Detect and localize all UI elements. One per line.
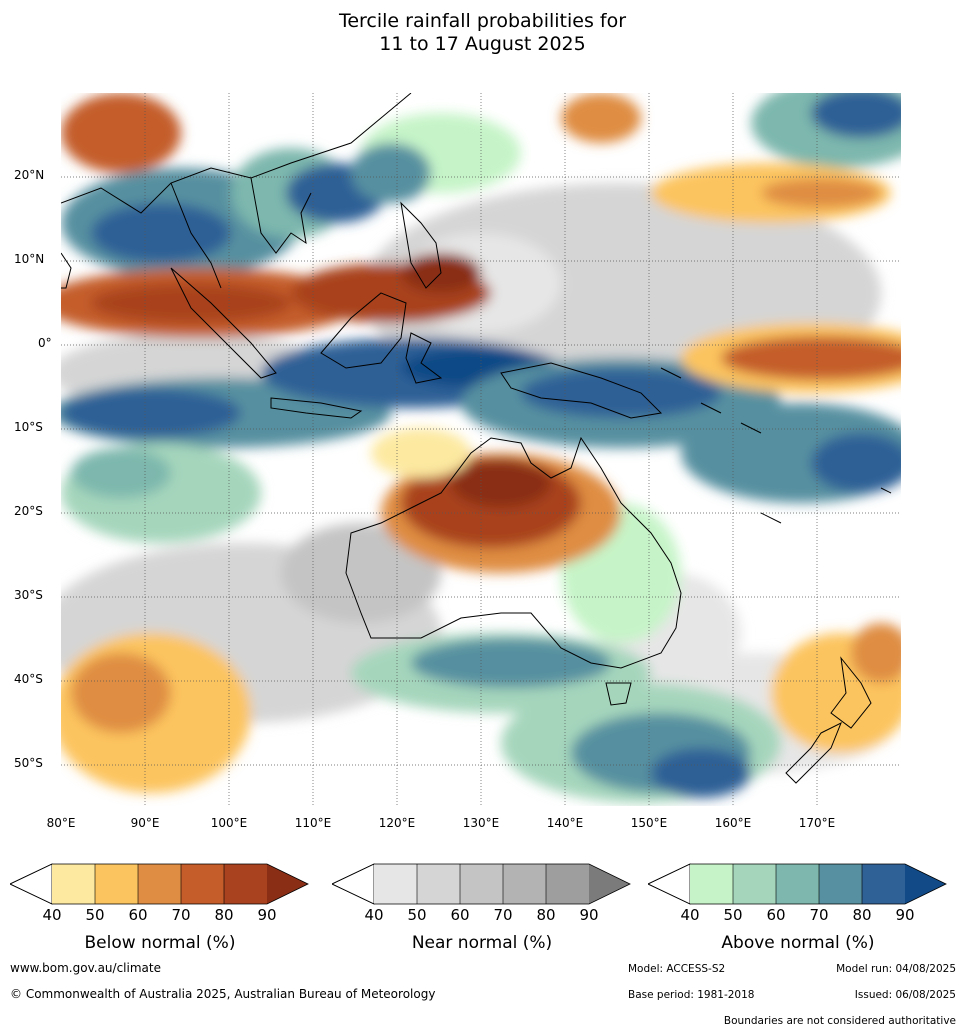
australia-coastline [345,436,682,669]
above-swatch-3 [776,864,819,904]
sumatra-coastline [170,267,277,379]
lat-label-10n: 10°N [14,252,45,266]
disclaimer-text: Boundaries are not considered authoritat… [723,1015,956,1027]
sri-lanka-coastline [61,252,72,289]
below-tick-80: 80 [214,906,234,924]
coastlines [61,93,892,784]
below-swatch-2 [95,864,138,904]
above-swatch-2 [733,864,776,904]
above-swatch-1 [690,864,733,904]
lat-label-20n: 20°N [14,168,45,182]
below-swatch-5 [224,864,267,904]
pacific-islands-coastline [660,367,892,524]
lon-label-80e: 80°E [46,816,76,830]
below-swatch-4 [181,864,224,904]
lon-label-120e: 120°E [378,816,416,830]
map-svg [61,93,901,806]
lon-label-150e: 150°E [630,816,668,830]
above-swatch-6 [905,864,946,904]
near-swatch-6 [589,864,630,904]
new-guinea-coastline [500,362,663,419]
lat-label-30s: 30°S [14,588,43,602]
website-link[interactable]: www.bom.gov.au/climate [10,961,161,975]
near-tick-50: 50 [407,906,427,924]
lon-label-170e: 170°E [798,816,836,830]
lon-label-130e: 130°E [462,816,500,830]
above-swatch-4 [819,864,862,904]
issued-text: Issued: 06/08/2025 [854,989,956,1001]
lat-label-50s: 50°S [14,756,43,770]
near-normal-colorbar [332,863,631,905]
lat-label-20s: 20°S [14,504,43,518]
new-zealand-coastline [785,656,872,784]
above-tick-90: 90 [895,906,915,924]
above-swatch-5 [862,864,905,904]
below-swatch-6 [267,864,308,904]
above-tick-60: 60 [766,906,786,924]
near-swatch-2 [417,864,460,904]
below-swatch-3 [138,864,181,904]
below-tick-70: 70 [171,906,191,924]
lon-label-90e: 90°E [130,816,160,830]
lat-label-40s: 40°S [14,672,43,686]
base-period-text: Base period: 1981-2018 [628,989,755,1001]
map-title: Tercile rainfall probabilities for 11 to… [0,10,965,56]
java-coastline [270,397,363,419]
below-normal-label: Below normal (%) [84,933,236,953]
graticule [61,93,901,806]
below-swatch-1 [52,864,95,904]
above-tick-50: 50 [723,906,743,924]
probability-fields [61,93,901,803]
mainland-asia-coastline [61,93,412,289]
below-tick-50: 50 [85,906,105,924]
copyright-text: © Commonwealth of Australia 2025, Austra… [10,987,436,1001]
above-tick-80: 80 [852,906,872,924]
lon-label-140e: 140°E [546,816,584,830]
near-tick-60: 60 [450,906,470,924]
lon-label-100e: 100°E [210,816,248,830]
above-normal-label: Above normal (%) [721,933,875,953]
near-tick-70: 70 [493,906,513,924]
title-line-1: Tercile rainfall probabilities for [338,10,627,32]
above-tick-40: 40 [680,906,700,924]
tasmania-coastline [605,682,632,706]
near-swatch-4 [503,864,546,904]
below-tick-40: 40 [42,906,62,924]
near-normal-label: Near normal (%) [411,933,553,953]
near-tick-90: 90 [579,906,599,924]
near-swatch-3 [460,864,503,904]
below-tick-60: 60 [128,906,148,924]
title-line-2: 11 to 17 August 2025 [379,33,586,55]
near-tick-80: 80 [536,906,556,924]
above-tick-70: 70 [809,906,829,924]
model-text: Model: ACCESS-S2 [628,963,726,975]
model-run-text: Model run: 04/08/2025 [836,963,956,975]
lon-label-110e: 110°E [294,816,332,830]
near-tick-40: 40 [364,906,384,924]
lat-label-0: 0° [38,336,52,350]
philippines-coastline [400,201,442,289]
near-swatch-1 [374,864,417,904]
lon-label-160e: 160°E [714,816,752,830]
below-normal-colorbar [10,863,309,905]
below-tick-90: 90 [257,906,277,924]
sulawesi-coastline [405,332,443,384]
above-normal-colorbar [648,863,947,905]
probability-map [61,93,901,806]
lat-label-10s: 10°S [14,420,43,434]
near-swatch-5 [546,864,589,904]
borneo-coastline [320,292,407,369]
